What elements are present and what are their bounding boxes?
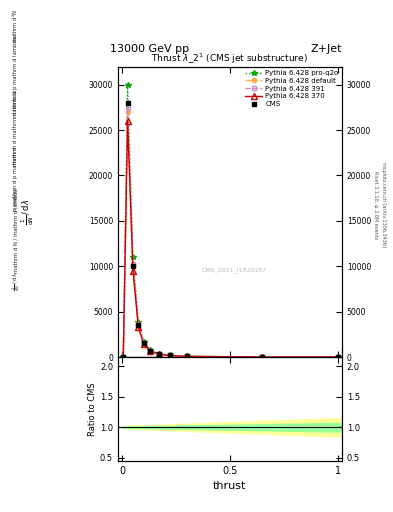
Text: CMS_2021_I1920187: CMS_2021_I1920187 (202, 267, 267, 273)
Text: $\frac{1}{\mathrm{d}N}$ / $\mathrm{d}\lambda$: $\frac{1}{\mathrm{d}N}$ / $\mathrm{d}\la… (10, 272, 22, 291)
CMS (260, 354, 264, 360)
Pythia 6.428 default (156, 351, 161, 357)
Text: mathrm d$^2$N: mathrm d$^2$N (11, 9, 20, 42)
Text: mcplots.cern.ch [arXiv:1306.3436]: mcplots.cern.ch [arXiv:1306.3436] (381, 162, 386, 247)
Pythia 6.428 default (130, 263, 135, 269)
Title: Thrust $\lambda\_2^1$ (CMS jet substructure): Thrust $\lambda\_2^1$ (CMS jet substruct… (151, 52, 309, 67)
Pythia 6.428 391 (130, 262, 135, 268)
Pythia 6.428 391 (141, 340, 146, 346)
CMS (335, 354, 340, 360)
Pythia 6.428 391 (260, 354, 264, 360)
Pythia 6.428 391 (167, 352, 172, 358)
CMS (184, 353, 189, 359)
Pythia 6.428 370 (156, 351, 161, 357)
Pythia 6.428 default (167, 352, 172, 358)
CMS (121, 354, 126, 360)
Pythia 6.428 default (121, 354, 126, 360)
Pythia 6.428 pro-q2o (167, 352, 172, 358)
Pythia 6.428 pro-q2o (335, 354, 340, 360)
Pythia 6.428 370 (121, 354, 126, 360)
Pythia 6.428 pro-q2o (148, 347, 152, 353)
Line: Pythia 6.428 391: Pythia 6.428 391 (121, 105, 340, 359)
Pythia 6.428 default (184, 353, 189, 359)
Pythia 6.428 default (125, 109, 130, 115)
Text: p mathrm d p mathrm d: p mathrm d p mathrm d (13, 147, 18, 211)
Pythia 6.428 default (148, 348, 152, 354)
Legend: Pythia 6.428 pro-q2o, Pythia 6.428 default, Pythia 6.428 391, Pythia 6.428 370, : Pythia 6.428 pro-q2o, Pythia 6.428 defau… (244, 69, 340, 109)
Pythia 6.428 391 (136, 322, 141, 328)
Pythia 6.428 pro-q2o (141, 339, 146, 345)
CMS (130, 263, 135, 269)
Text: mathrm d mathrm d lambda: mathrm d mathrm d lambda (13, 90, 18, 166)
Pythia 6.428 pro-q2o (130, 254, 135, 260)
CMS (167, 352, 172, 358)
Pythia 6.428 pro-q2o (121, 354, 126, 360)
Pythia 6.428 391 (148, 348, 152, 354)
Pythia 6.428 370 (260, 354, 264, 360)
Text: mathrm d N / mathrm d lambda: mathrm d N / mathrm d lambda (13, 188, 18, 273)
Line: Pythia 6.428 370: Pythia 6.428 370 (121, 118, 340, 360)
CMS (156, 351, 161, 357)
Pythia 6.428 pro-q2o (156, 351, 161, 357)
Pythia 6.428 pro-q2o (136, 318, 141, 325)
Text: Rivet 3.1.10, ≥ 2.6M events: Rivet 3.1.10, ≥ 2.6M events (373, 170, 378, 239)
Pythia 6.428 370 (148, 348, 152, 354)
Pythia 6.428 370 (141, 342, 146, 348)
Pythia 6.428 default (141, 340, 146, 347)
Text: mathrm d p mathrm d lambda: mathrm d p mathrm d lambda (13, 36, 18, 117)
Text: Z+Jet: Z+Jet (310, 44, 342, 54)
Pythia 6.428 391 (156, 351, 161, 357)
CMS (136, 322, 141, 328)
Pythia 6.428 391 (184, 353, 189, 359)
CMS (141, 340, 146, 347)
Pythia 6.428 default (260, 354, 264, 360)
Line: Pythia 6.428 default: Pythia 6.428 default (121, 110, 340, 359)
Pythia 6.428 default (335, 354, 340, 360)
Pythia 6.428 391 (335, 354, 340, 360)
Pythia 6.428 391 (125, 104, 130, 111)
Pythia 6.428 370 (167, 353, 172, 359)
Text: 13000 GeV pp: 13000 GeV pp (110, 44, 189, 54)
CMS (148, 348, 152, 354)
Pythia 6.428 pro-q2o (125, 81, 130, 88)
Pythia 6.428 391 (121, 354, 126, 360)
Pythia 6.428 370 (125, 118, 130, 124)
Pythia 6.428 pro-q2o (260, 354, 264, 360)
Y-axis label: Ratio to CMS: Ratio to CMS (88, 382, 97, 436)
X-axis label: thrust: thrust (213, 481, 246, 491)
CMS (125, 100, 130, 106)
Pythia 6.428 370 (130, 268, 135, 274)
Pythia 6.428 pro-q2o (184, 353, 189, 359)
Line: CMS: CMS (121, 101, 340, 359)
Y-axis label: $\frac{1}{\mathrm{d}N}\,/\,\mathrm{d}\lambda$: $\frac{1}{\mathrm{d}N}\,/\,\mathrm{d}\la… (20, 199, 36, 225)
Pythia 6.428 370 (136, 324, 141, 330)
Pythia 6.428 370 (335, 354, 340, 360)
Pythia 6.428 default (136, 323, 141, 329)
Line: Pythia 6.428 pro-q2o: Pythia 6.428 pro-q2o (121, 82, 340, 360)
Pythia 6.428 370 (184, 353, 189, 359)
